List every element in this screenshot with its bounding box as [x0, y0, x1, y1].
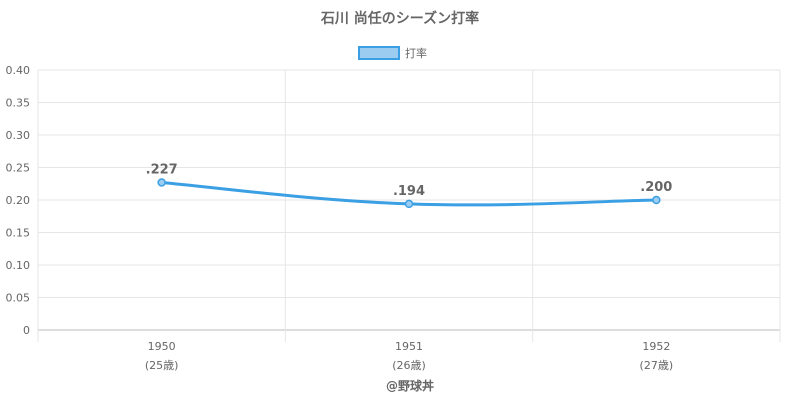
data-label: .194 — [393, 184, 425, 199]
x-tick-label: 1952 — [642, 340, 670, 353]
x-tick-label: 1951 — [395, 340, 423, 353]
y-tick-label: 0.40 — [6, 64, 31, 77]
y-tick-label: 0.20 — [6, 194, 31, 207]
y-tick-label: 0.15 — [6, 227, 31, 240]
y-tick-label: 0 — [23, 324, 30, 337]
data-point[interactable] — [404, 199, 414, 209]
y-tick-label: 0.05 — [6, 292, 31, 305]
legend[interactable]: 打率 — [358, 46, 427, 60]
x-tick-label: 1950 — [148, 340, 176, 353]
data-point[interactable] — [652, 195, 661, 205]
y-tick-label: 0.30 — [6, 129, 31, 142]
x-axis: 1950 (25歳) 1951 (26歳) 1952 (27歳) — [145, 340, 673, 372]
y-tick-label: 0.25 — [6, 162, 31, 175]
data-point[interactable] — [157, 178, 166, 187]
legend-label: 打率 — [405, 46, 427, 60]
y-tick-label: 0.10 — [6, 259, 31, 272]
x-tick-sublabel: (27歳) — [640, 359, 674, 372]
data-label: .200 — [640, 180, 672, 195]
credit: @野球丼 — [386, 378, 434, 393]
chart-title: 石川 尚任のシーズン打率 — [320, 10, 479, 27]
legend-swatch — [358, 46, 400, 60]
data-label: .227 — [146, 162, 178, 177]
x-tick-sublabel: (25歳) — [145, 359, 179, 372]
x-tick-sublabel: (26歳) — [392, 359, 426, 372]
y-tick-label: 0.35 — [6, 97, 31, 110]
y-axis: 0 0.05 0.10 0.15 0.20 0.25 0.30 0.35 0.40 — [6, 64, 31, 337]
series-batting-average: .227 .194 .200 — [146, 162, 672, 209]
